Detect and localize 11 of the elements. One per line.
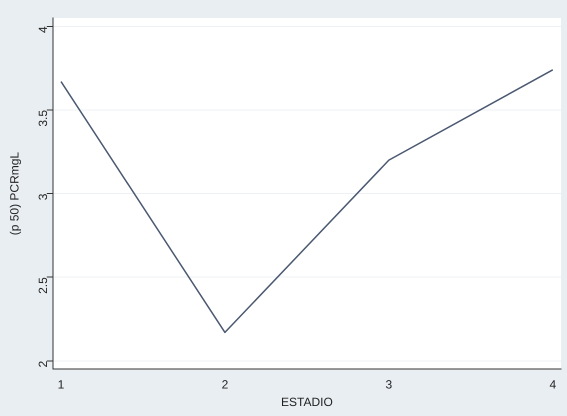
- y-tick-label: 3: [36, 193, 50, 200]
- x-tick-label: 2: [222, 378, 229, 392]
- x-tick-label: 4: [549, 378, 556, 392]
- x-tick-label: 3: [386, 378, 393, 392]
- y-tick-label: 2: [36, 360, 50, 368]
- y-tick-label: 3.5: [36, 110, 50, 127]
- y-axis-title: (p 50) PCRmgL: [8, 152, 22, 236]
- x-axis-title: ESTADIO: [281, 395, 333, 410]
- y-tick-label: 2.5: [36, 276, 50, 294]
- y-tick-label: 4: [36, 26, 50, 34]
- x-tick-label: 1: [58, 378, 65, 392]
